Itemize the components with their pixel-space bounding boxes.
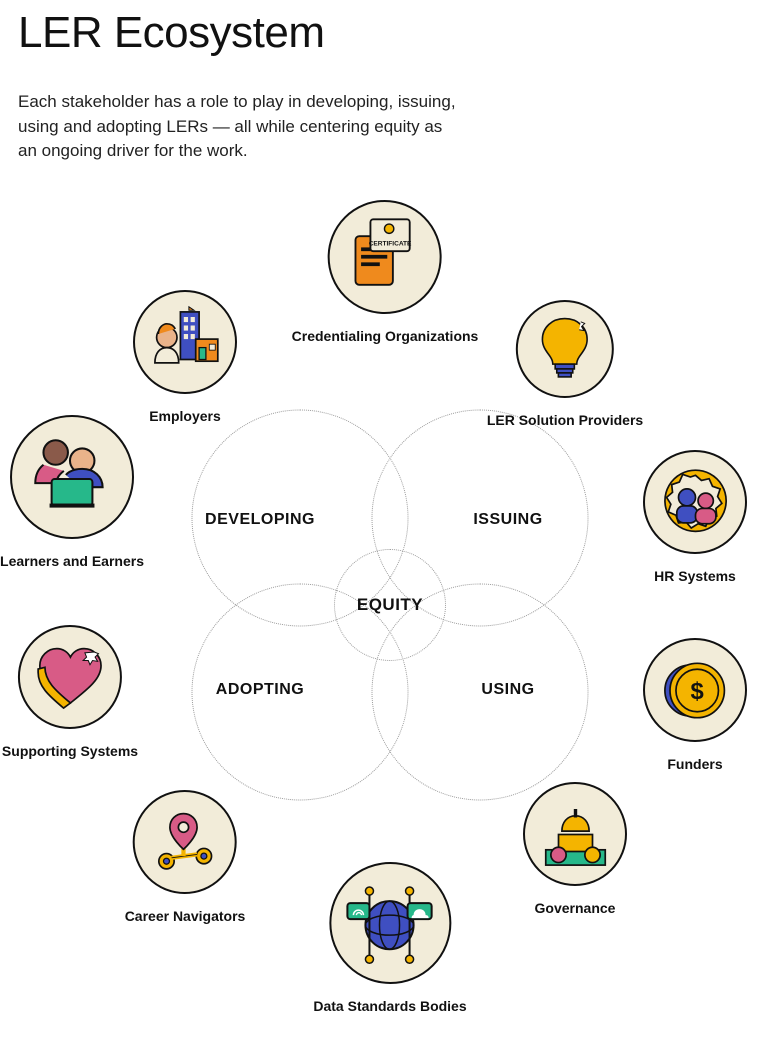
lightbulb-icon — [516, 300, 614, 398]
heart-icon — [18, 625, 122, 729]
petal-label-issuing: ISSUING — [473, 511, 542, 529]
hr-people-icon — [643, 450, 747, 554]
node-employers: Employers — [133, 290, 237, 424]
petal-label-using: USING — [481, 681, 534, 699]
node-label-supporting: Supporting Systems — [2, 743, 138, 759]
node-label-funders: Funders — [643, 756, 747, 772]
globe-net-icon — [329, 862, 451, 984]
node-navigators: Career Navigators — [125, 790, 246, 924]
node-label-navigators: Career Navigators — [125, 908, 246, 924]
node-label-learners: Learners and Earners — [0, 553, 144, 569]
learners-icon — [10, 415, 134, 539]
node-label-employers: Employers — [133, 408, 237, 424]
center-equity-label: EQUITY — [357, 595, 423, 615]
node-learners: Learners and Earners — [0, 415, 144, 569]
petal-label-developing: DEVELOPING — [205, 511, 315, 529]
node-funders: Funders — [643, 638, 747, 772]
diagram-stage: EQUITY DEVELOPING ISSUING USING ADOPTING Cr… — [0, 0, 767, 1061]
node-label-standards: Data Standards Bodies — [313, 998, 466, 1014]
node-label-hr: HR Systems — [643, 568, 747, 584]
node-standards: Data Standards Bodies — [313, 862, 466, 1014]
node-supporting: Supporting Systems — [2, 625, 138, 759]
coin-icon — [643, 638, 747, 742]
node-governance: Governance — [523, 782, 627, 916]
certificate-icon — [328, 200, 442, 314]
building-icon — [133, 290, 237, 394]
capitol-icon — [523, 782, 627, 886]
node-credentialing: Credentialing Organizations — [292, 200, 479, 344]
node-label-governance: Governance — [523, 900, 627, 916]
node-label-credentialing: Credentialing Organizations — [292, 328, 479, 344]
map-pin-icon — [133, 790, 237, 894]
node-hr: HR Systems — [643, 450, 747, 584]
node-label-ler_providers: LER Solution Providers — [487, 412, 643, 428]
petal-label-adopting: ADOPTING — [216, 681, 304, 699]
node-ler_providers: LER Solution Providers — [487, 300, 643, 428]
